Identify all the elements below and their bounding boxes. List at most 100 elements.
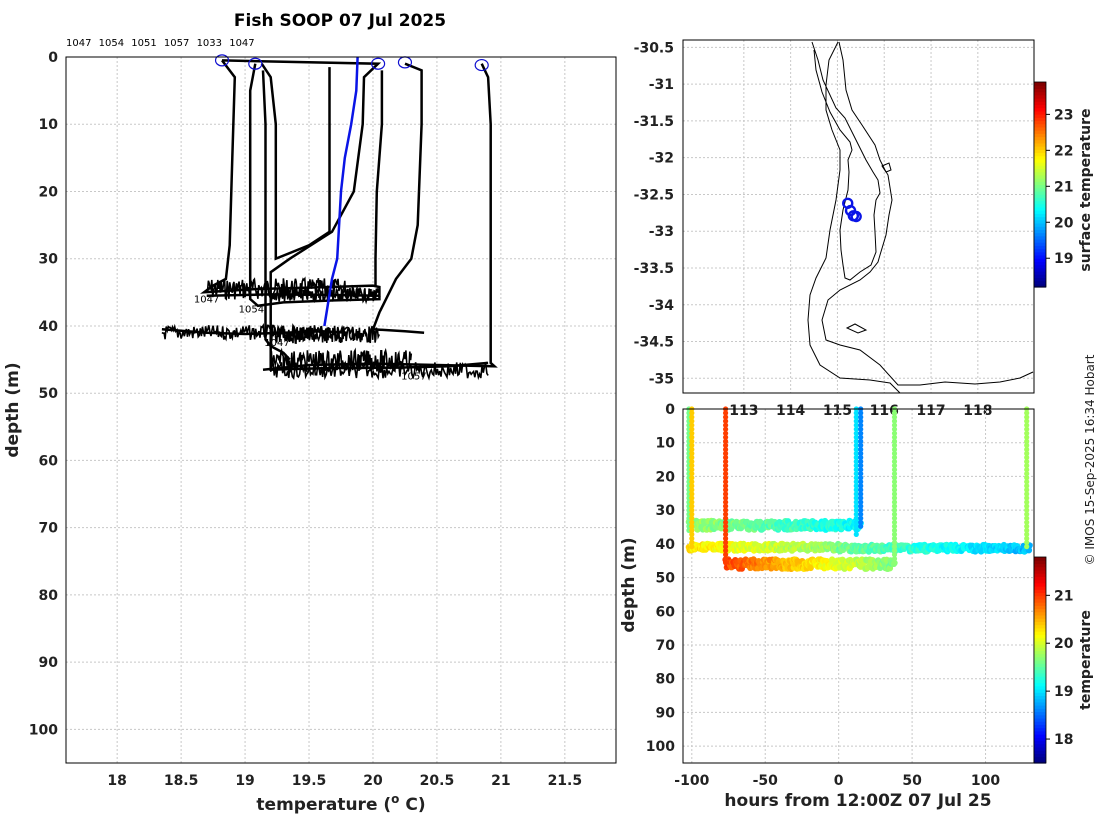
cast-point bbox=[723, 487, 729, 493]
colorbar-segment bbox=[1034, 656, 1046, 661]
temperature-label: temperature bbox=[1078, 610, 1094, 710]
colorbar-segment bbox=[1034, 708, 1046, 713]
colorbar-segment bbox=[1034, 605, 1046, 610]
colorbar-segment bbox=[1034, 149, 1046, 154]
cast-point bbox=[689, 438, 695, 444]
cast-point bbox=[853, 495, 859, 501]
cast-point bbox=[853, 487, 859, 493]
colorbar-segment bbox=[1034, 104, 1046, 109]
time-y-tick-label: 30 bbox=[656, 503, 676, 519]
cast-point bbox=[891, 454, 898, 461]
cast-point bbox=[689, 483, 695, 489]
time-depth-x-axis-label: hours from 12:00Z 07 Jul 25 bbox=[724, 791, 991, 811]
cast-point bbox=[858, 463, 864, 469]
colorbar-segment bbox=[1034, 194, 1046, 198]
map-x-tick-label: 116 bbox=[870, 403, 899, 419]
cast-point bbox=[723, 548, 729, 554]
profile-axes-frame bbox=[65, 56, 617, 764]
cast-point bbox=[1024, 426, 1030, 432]
map-x-tick-label: 114 bbox=[776, 403, 805, 419]
cast-point bbox=[858, 475, 864, 481]
cast-point bbox=[853, 446, 859, 453]
time-y-tick-label: 0 bbox=[665, 402, 675, 418]
colorbar-segment bbox=[1034, 737, 1046, 742]
cast-point bbox=[1024, 442, 1030, 448]
colorbar-segment bbox=[1034, 174, 1046, 179]
cast-point bbox=[689, 503, 695, 509]
map-x-tick-label: 118 bbox=[963, 403, 992, 419]
noise-band bbox=[269, 347, 413, 374]
cast-point bbox=[723, 450, 729, 457]
surface-marker bbox=[397, 56, 413, 69]
colorbar-segment bbox=[1034, 598, 1046, 603]
cast-point bbox=[853, 475, 859, 481]
cast-point bbox=[689, 519, 695, 525]
cast-point bbox=[858, 467, 864, 473]
coastal-island bbox=[881, 162, 892, 173]
cast-point bbox=[858, 450, 864, 457]
top-label-5: 1033 bbox=[197, 38, 222, 49]
colorbar-segment bbox=[1034, 107, 1046, 112]
cast-point bbox=[689, 442, 695, 448]
colorbar-segment bbox=[1034, 734, 1046, 738]
colorbar-segment bbox=[1034, 94, 1046, 99]
colorbar-segment bbox=[1034, 235, 1046, 240]
colorbar-segment bbox=[1034, 200, 1046, 205]
time-x-tick-label: 0 bbox=[834, 773, 844, 789]
mean-profile-line bbox=[323, 56, 359, 327]
cast-point bbox=[1024, 463, 1030, 469]
colorbar-segment bbox=[1034, 190, 1046, 195]
cast-point bbox=[1024, 475, 1030, 481]
colorbar-segment bbox=[1034, 251, 1046, 256]
colorbar-segment bbox=[1034, 178, 1046, 182]
time-depth-y-ticks: 0 10 20 30 40 50 60 70 80 90 100 bbox=[646, 402, 675, 755]
x-tick-label: 21 bbox=[491, 773, 510, 789]
map-y-tick-label: -30.5 bbox=[634, 40, 674, 56]
cast-point bbox=[723, 491, 729, 497]
cast-point bbox=[891, 450, 898, 457]
cast-point bbox=[853, 418, 859, 424]
cast-point bbox=[891, 410, 898, 416]
colorbar-segment bbox=[1034, 88, 1046, 93]
cast-point bbox=[689, 446, 695, 453]
cast-point bbox=[1024, 495, 1030, 501]
colorbar-segment bbox=[1034, 653, 1046, 658]
colorbar-segment bbox=[1034, 740, 1046, 745]
cast-point bbox=[858, 414, 864, 420]
top-label-1: 1047 bbox=[66, 38, 91, 49]
cast-point bbox=[689, 523, 695, 529]
cast-point bbox=[853, 422, 859, 428]
cast-point bbox=[891, 560, 898, 566]
imos-credit: © IMOS 15-Sep-2025 16:34 Hobart bbox=[1083, 354, 1097, 565]
profile-label: 1047 bbox=[264, 338, 289, 349]
cast-point bbox=[891, 544, 898, 550]
noise-band bbox=[269, 324, 381, 345]
cast-point bbox=[853, 515, 859, 521]
colorbar-segment bbox=[1034, 711, 1046, 716]
colorbar-tick-label: 21 bbox=[1054, 588, 1073, 604]
cast-point bbox=[891, 442, 898, 448]
colorbar-segment bbox=[1034, 573, 1046, 577]
profile-lines: 1047 1054 1047 1057 bbox=[161, 54, 498, 383]
cast-point bbox=[891, 535, 898, 542]
profile-x-axis-label: temperature (o C) bbox=[256, 792, 425, 815]
colorbar-segment bbox=[1034, 582, 1046, 587]
cast-point bbox=[723, 483, 729, 489]
cast-point bbox=[689, 487, 695, 493]
cast-point bbox=[723, 552, 729, 558]
time-y-tick-label: 60 bbox=[656, 604, 676, 620]
colorbar-segment bbox=[1034, 627, 1046, 632]
cast-point bbox=[853, 463, 859, 469]
colorbar-segment bbox=[1034, 705, 1046, 709]
cast-point bbox=[1024, 479, 1030, 485]
map-y-tick-label: -32 bbox=[649, 151, 674, 167]
cast-point bbox=[689, 535, 695, 542]
y-tick-label: 10 bbox=[39, 117, 59, 133]
colorbar-segment bbox=[1034, 624, 1046, 629]
cast-point bbox=[1024, 499, 1030, 505]
cast-point bbox=[689, 463, 695, 469]
colorbar-segment bbox=[1034, 126, 1046, 131]
colorbar-segment bbox=[1034, 210, 1046, 214]
cast-point bbox=[723, 446, 729, 453]
noise-band bbox=[269, 285, 381, 305]
